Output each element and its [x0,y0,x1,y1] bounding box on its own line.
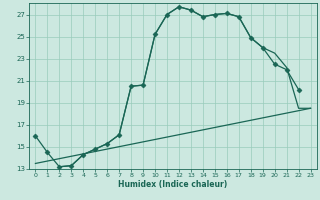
X-axis label: Humidex (Indice chaleur): Humidex (Indice chaleur) [118,180,228,189]
